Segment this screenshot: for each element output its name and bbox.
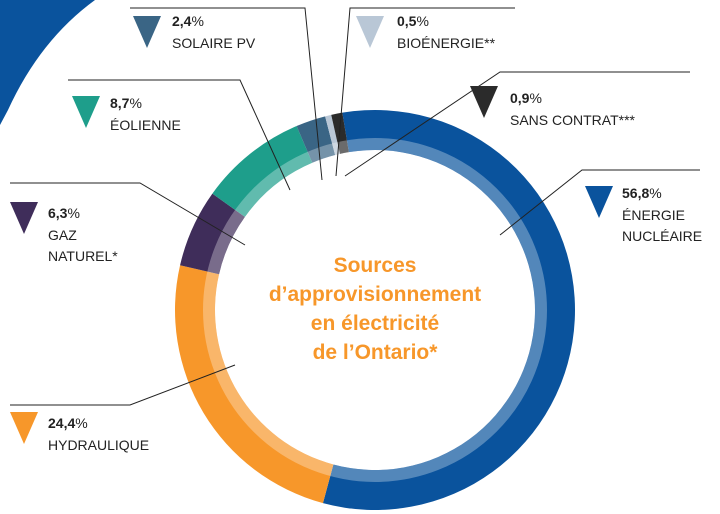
legend-marker bbox=[10, 412, 38, 444]
legend-marker bbox=[585, 186, 613, 218]
legend-line: ÉNERGIE bbox=[622, 207, 689, 223]
value-number: 0,9 bbox=[510, 90, 530, 106]
legend-marker bbox=[356, 16, 384, 48]
donut-segment bbox=[180, 193, 245, 275]
value-unit: % bbox=[529, 90, 541, 106]
legend-label: SOLAIRE PV bbox=[172, 35, 256, 51]
donut-segment bbox=[296, 116, 336, 163]
leader-line bbox=[10, 182, 246, 246]
leader-line bbox=[499, 169, 700, 236]
legend-marker bbox=[470, 86, 498, 118]
value-number: 56,8 bbox=[622, 185, 649, 201]
value-label: 24,4% bbox=[48, 415, 88, 431]
value-unit: % bbox=[75, 415, 87, 431]
donut-segment bbox=[325, 114, 340, 156]
value-unit: % bbox=[67, 205, 79, 221]
legend-line: GAZ bbox=[48, 227, 81, 243]
value-number: 2,4 bbox=[172, 13, 192, 29]
legend-label: BIOÉNERGIE** bbox=[397, 35, 496, 51]
legend-marker bbox=[72, 96, 100, 128]
value-unit: % bbox=[649, 185, 661, 201]
donut-segment bbox=[322, 109, 576, 510]
value-unit: % bbox=[191, 13, 203, 29]
value-unit: % bbox=[416, 13, 428, 29]
value-label: 2,4% bbox=[172, 13, 204, 29]
leader-line bbox=[344, 71, 690, 177]
donut-segment bbox=[212, 126, 313, 217]
value-unit: % bbox=[129, 95, 141, 111]
value-number: 24,4 bbox=[48, 415, 75, 431]
legend-label: GAZ NATUREL* bbox=[48, 227, 118, 264]
legend-label: HYDRAULIQUE bbox=[48, 437, 149, 453]
legend-label: SANS CONTRAT*** bbox=[510, 112, 636, 128]
legend-marker bbox=[133, 16, 161, 48]
value-number: 0,5 bbox=[397, 13, 417, 29]
legend-marker bbox=[10, 202, 38, 234]
decor-swoosh bbox=[0, 0, 95, 125]
leader-line bbox=[68, 79, 291, 191]
leader-line bbox=[10, 364, 236, 406]
chart-title: en électricité bbox=[311, 312, 439, 335]
legend-label: ÉNERGIE NUCLÉAIRE bbox=[622, 207, 702, 244]
value-number: 8,7 bbox=[110, 95, 130, 111]
value-number: 6,3 bbox=[48, 205, 68, 221]
value-label: 0,5% bbox=[397, 13, 429, 29]
legend-label: ÉOLIENNE bbox=[110, 117, 181, 133]
chart-title: Sources bbox=[334, 254, 417, 277]
leader-line bbox=[130, 7, 323, 181]
value-label: 56,8% bbox=[622, 185, 662, 201]
value-label: 0,9% bbox=[510, 90, 542, 106]
chart-title: de l’Ontario* bbox=[313, 341, 439, 364]
value-label: 6,3% bbox=[48, 205, 80, 221]
legend-line: NATUREL* bbox=[48, 248, 118, 264]
leader-line bbox=[335, 7, 515, 177]
chart-title: d’approvisionnement bbox=[269, 283, 481, 306]
inner-band bbox=[203, 138, 547, 482]
donut-segment bbox=[174, 265, 334, 504]
value-label: 8,7% bbox=[110, 95, 142, 111]
legend-line: NUCLÉAIRE bbox=[622, 228, 702, 244]
